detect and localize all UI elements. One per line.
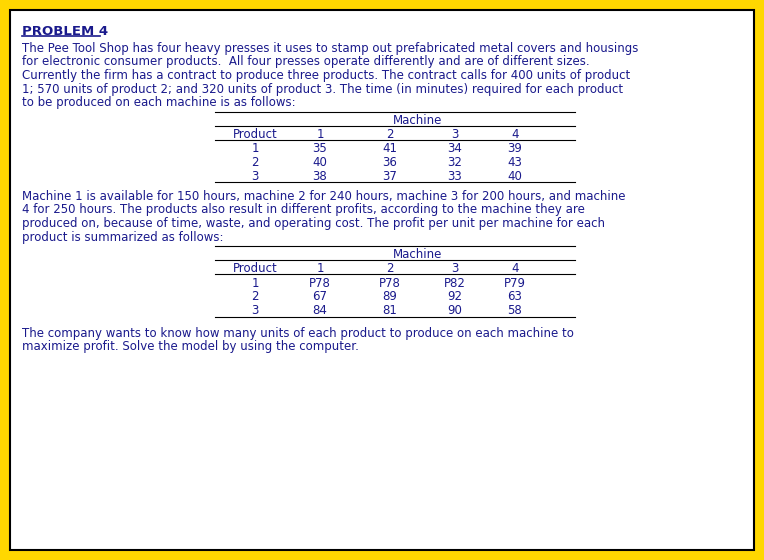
- Text: 1; 570 units of product 2; and 320 units of product 3. The time (in minutes) req: 1; 570 units of product 2; and 320 units…: [22, 82, 623, 96]
- Text: 37: 37: [383, 170, 397, 183]
- Text: 33: 33: [448, 170, 462, 183]
- Text: produced on, because of time, waste, and operating cost. The profit per unit per: produced on, because of time, waste, and…: [22, 217, 605, 230]
- Text: 2: 2: [387, 262, 393, 275]
- Text: 40: 40: [507, 170, 523, 183]
- Text: 32: 32: [448, 156, 462, 169]
- Text: 67: 67: [312, 291, 328, 304]
- Text: 84: 84: [312, 304, 328, 317]
- Text: 4 for 250 hours. The products also result in different profits, according to the: 4 for 250 hours. The products also resul…: [22, 203, 585, 217]
- Text: P78: P78: [309, 277, 331, 290]
- Text: for electronic consumer products.  All four presses operate differently and are : for electronic consumer products. All fo…: [22, 55, 590, 68]
- Text: 4: 4: [511, 128, 519, 141]
- Text: 39: 39: [507, 142, 523, 156]
- FancyBboxPatch shape: [10, 10, 754, 550]
- Text: 2: 2: [251, 156, 259, 169]
- Text: P82: P82: [444, 277, 466, 290]
- Text: The company wants to know how many units of each product to produce on each mach: The company wants to know how many units…: [22, 326, 574, 339]
- Text: 90: 90: [448, 304, 462, 317]
- Text: 92: 92: [448, 291, 462, 304]
- Text: Product: Product: [232, 262, 277, 275]
- Text: 2: 2: [387, 128, 393, 141]
- Text: 1: 1: [251, 277, 259, 290]
- Text: to be produced on each machine is as follows:: to be produced on each machine is as fol…: [22, 96, 296, 109]
- Text: 3: 3: [251, 170, 259, 183]
- Text: Machine: Machine: [393, 114, 442, 127]
- Text: 58: 58: [507, 304, 523, 317]
- Text: Product: Product: [232, 128, 277, 141]
- Text: 2: 2: [251, 291, 259, 304]
- Text: 3: 3: [251, 304, 259, 317]
- Text: 43: 43: [507, 156, 523, 169]
- Text: 35: 35: [312, 142, 328, 156]
- Text: 81: 81: [383, 304, 397, 317]
- Text: maximize profit. Solve the model by using the computer.: maximize profit. Solve the model by usin…: [22, 340, 359, 353]
- Text: 34: 34: [448, 142, 462, 156]
- Text: The Pee Tool Shop has four heavy presses it uses to stamp out prefabricated meta: The Pee Tool Shop has four heavy presses…: [22, 42, 639, 55]
- Text: 36: 36: [383, 156, 397, 169]
- Text: P79: P79: [504, 277, 526, 290]
- Text: 1: 1: [316, 128, 324, 141]
- Text: 89: 89: [383, 291, 397, 304]
- Text: product is summarized as follows:: product is summarized as follows:: [22, 231, 224, 244]
- Text: PROBLEM 4: PROBLEM 4: [22, 25, 108, 38]
- Text: 3: 3: [452, 128, 458, 141]
- Text: 40: 40: [312, 156, 328, 169]
- Text: 1: 1: [251, 142, 259, 156]
- Text: Machine 1 is available for 150 hours, machine 2 for 240 hours, machine 3 for 200: Machine 1 is available for 150 hours, ma…: [22, 190, 626, 203]
- Text: P78: P78: [379, 277, 401, 290]
- Text: Currently the firm has a contract to produce three products. The contract calls : Currently the firm has a contract to pro…: [22, 69, 630, 82]
- Text: 38: 38: [312, 170, 328, 183]
- Text: 41: 41: [383, 142, 397, 156]
- Text: Machine: Machine: [393, 248, 442, 261]
- Text: 4: 4: [511, 262, 519, 275]
- Text: 1: 1: [316, 262, 324, 275]
- Text: 3: 3: [452, 262, 458, 275]
- Text: 63: 63: [507, 291, 523, 304]
